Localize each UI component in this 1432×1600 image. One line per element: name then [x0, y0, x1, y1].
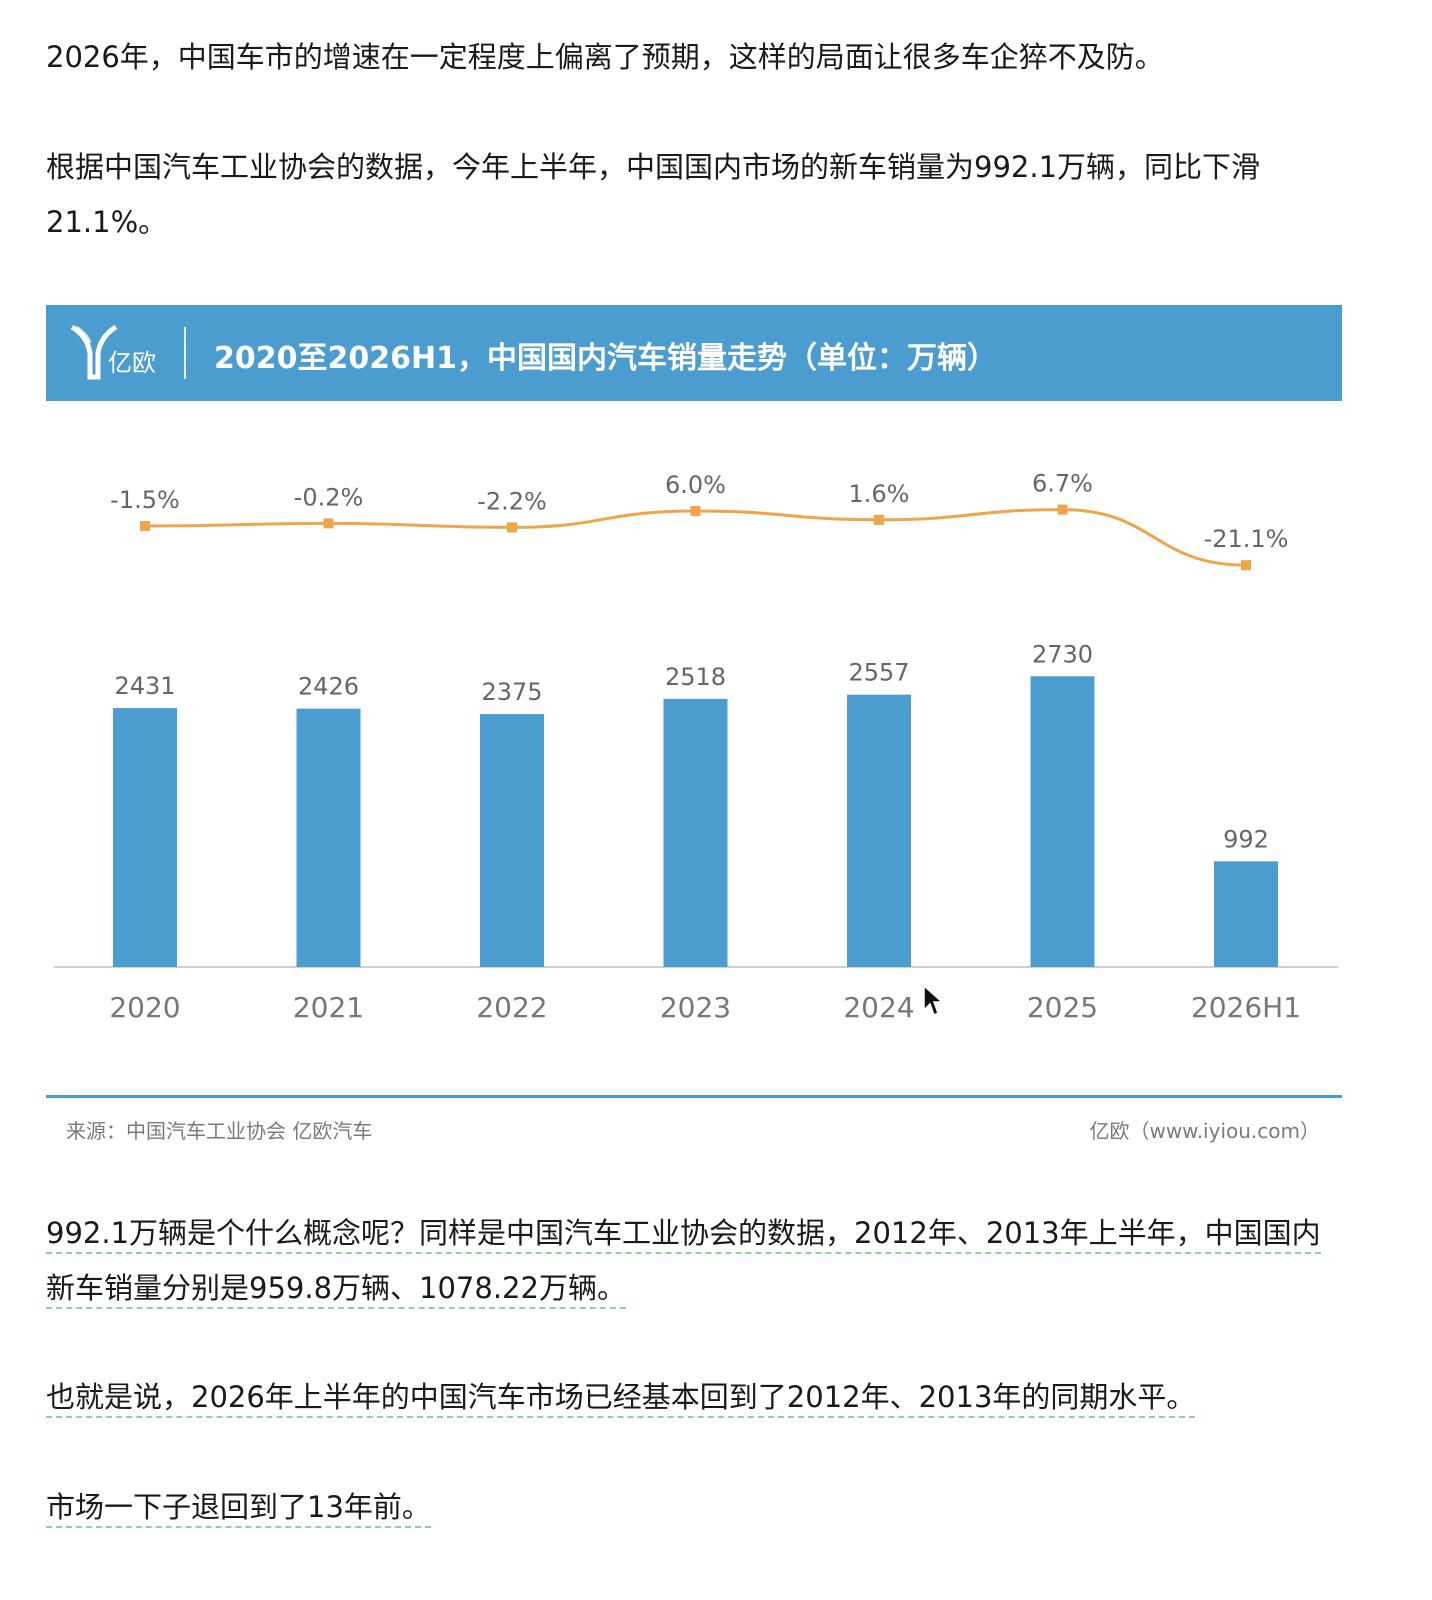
paragraph-5: 市场一下子退回到了13年前。	[46, 1480, 1346, 1535]
growth-point-2026H1	[1241, 560, 1251, 571]
brand-url: 亿欧（www.iyiou.com）	[1089, 1119, 1320, 1143]
bar-2021	[296, 708, 361, 967]
paragraph-2: 根据中国汽车工业协会的数据，今年上半年，中国国内市场的新车销量为992.1万辆，…	[46, 150, 1261, 239]
bar-2025	[1030, 676, 1095, 967]
growth-point-2022	[507, 522, 517, 533]
source-divider	[46, 1095, 1342, 1098]
x-tick-label-2024: 2024	[843, 991, 914, 1024]
growth-label-2021: -0.2%	[294, 483, 364, 511]
highlighted-text-3: 992.1万辆是个什么概念呢？同样是中国汽车工业协会的数据，2012年、2013…	[46, 1216, 1321, 1309]
x-tick-label-2026H1: 2026H1	[1191, 991, 1301, 1024]
highlighted-text-5: 市场一下子退回到了13年前。	[46, 1490, 431, 1528]
bar-value-label-2025: 2730	[1032, 640, 1093, 668]
growth-line	[144, 508, 1247, 567]
growth-point-2021	[323, 518, 334, 529]
x-tick-label-2022: 2022	[476, 991, 547, 1024]
paragraph-4: 也就是说，2026年上半年的中国汽车市场已经基本回到了2012年、2013年的同…	[46, 1370, 1346, 1425]
bar-2026H1	[1214, 861, 1278, 967]
growth-label-2024: 1.6%	[849, 480, 910, 508]
growth-label-2020: -1.5%	[110, 486, 180, 514]
bar-value-label-2026H1: 992	[1223, 825, 1269, 853]
bar-value-label-2024: 2557	[848, 659, 909, 687]
bar-2022	[480, 714, 544, 967]
growth-label-2025: 6.7%	[1032, 470, 1093, 498]
growth-label-2026H1: -21.1%	[1204, 525, 1289, 553]
x-tick-label-2025: 2025	[1027, 991, 1098, 1024]
growth-label-2023: 6.0%	[665, 471, 726, 499]
chart-title: 2020至2026H1，中国国内汽车销量走势（单位：万辆）	[214, 341, 997, 376]
growth-point-2020	[140, 521, 150, 531]
banner-divider	[184, 327, 186, 379]
bar-2020	[113, 708, 177, 967]
bar-value-label-2020: 2431	[114, 672, 175, 700]
growth-point-2024	[874, 514, 884, 525]
bar-value-label-2021: 2426	[298, 673, 359, 701]
logo-text: 亿欧	[108, 349, 156, 377]
bar-2023	[663, 698, 728, 967]
chart-plot: 2431 2020 2426 2021 2375 2022 2518 2023 2557 2024…	[54, 470, 1338, 1024]
x-tick-label-2020: 2020	[109, 991, 180, 1024]
chart-source: 来源：中国汽车工业协会 亿欧汽车	[66, 1119, 373, 1143]
x-tick-label-2021: 2021	[293, 991, 364, 1024]
paragraph-1: 2026年，中国车市的增速在一定程度上偏离了预期，这样的局面让很多车企猝不及防。	[46, 40, 1164, 74]
highlighted-text-4: 也就是说，2026年上半年的中国汽车市场已经基本回到了2012年、2013年的同…	[46, 1380, 1196, 1418]
sales-chart-figure: 亿欧 2020至2026H1，中国国内汽车销量走势（单位：万辆） 2431 202…	[46, 305, 1342, 1165]
chart-banner: 亿欧 2020至2026H1，中国国内汽车销量走势（单位：万辆）	[46, 305, 1342, 401]
bar-2024	[847, 694, 911, 967]
bar-value-label-2023: 2518	[665, 663, 726, 691]
growth-point-2025	[1057, 504, 1068, 515]
mouse-pointer-icon	[923, 984, 944, 1017]
growth-label-2022: -2.2%	[477, 487, 547, 515]
yiou-logo-icon	[70, 324, 118, 380]
paragraph-3: 992.1万辆是个什么概念呢？同样是中国汽车工业协会的数据，2012年、2013…	[46, 1206, 1346, 1316]
x-tick-label-2023: 2023	[660, 991, 731, 1024]
growth-point-2023	[690, 506, 701, 516]
bar-value-label-2022: 2375	[481, 678, 542, 706]
